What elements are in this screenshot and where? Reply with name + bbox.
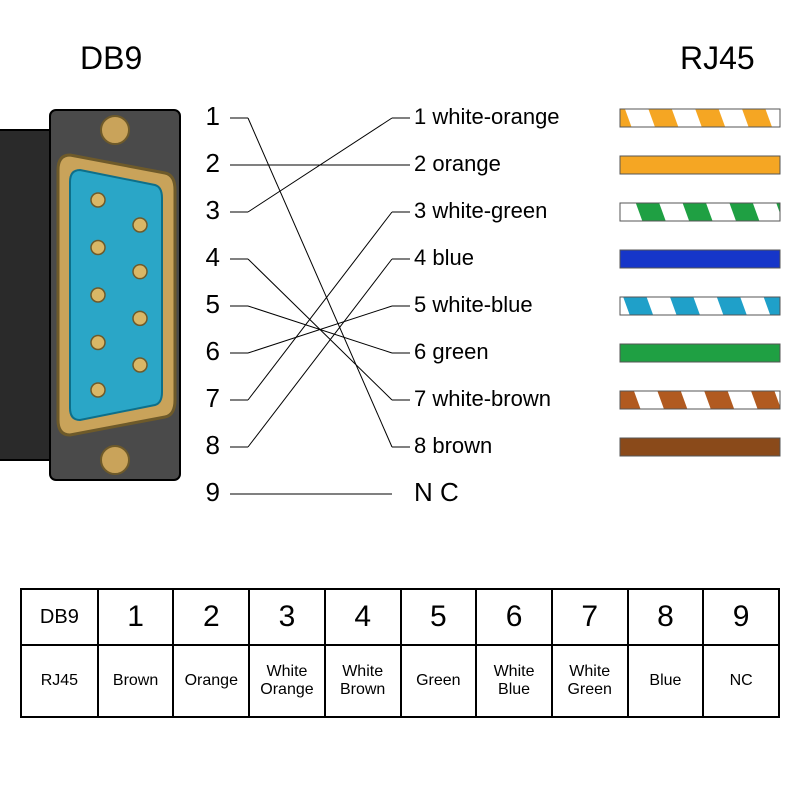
svg-text:1: 1 — [206, 101, 220, 131]
table-cell-rj45: WhiteBlue — [476, 645, 552, 717]
table-cell-db9: 7 — [552, 589, 628, 645]
table-cell-rj45: Orange — [173, 645, 249, 717]
svg-text:5 white-blue: 5 white-blue — [414, 292, 533, 317]
svg-text:8: 8 — [206, 430, 220, 460]
svg-text:6: 6 — [206, 336, 220, 366]
svg-text:2 orange: 2 orange — [414, 151, 501, 176]
table-cell-db9: 2 — [173, 589, 249, 645]
table-cell-db9: 3 — [249, 589, 325, 645]
wiring-diagram: 1 2 3 4 5 6 7 8 9 1 white-orange 2 orange 3 white-g… — [0, 0, 800, 580]
table-cell-db9: 1 — [98, 589, 174, 645]
table-row: DB9 123456789 — [21, 589, 779, 645]
svg-text:3 white-green: 3 white-green — [414, 198, 547, 223]
svg-text:2: 2 — [206, 148, 220, 178]
svg-text:4: 4 — [206, 242, 220, 272]
svg-text:1 white-orange: 1 white-orange — [414, 104, 560, 129]
table-cell-db9: 6 — [476, 589, 552, 645]
svg-text:5: 5 — [206, 289, 220, 319]
table-cell-db9: 4 — [325, 589, 401, 645]
table-cell-rj45: Brown — [98, 645, 174, 717]
svg-text:4 blue: 4 blue — [414, 245, 474, 270]
table-header-rj45: RJ45 — [21, 645, 98, 717]
svg-text:7: 7 — [206, 383, 220, 413]
table-cell-rj45: Blue — [628, 645, 704, 717]
svg-text:N C: N C — [414, 477, 459, 507]
table-cell-rj45: WhiteOrange — [249, 645, 325, 717]
table-cell-rj45: NC — [703, 645, 779, 717]
table-cell-db9: 9 — [703, 589, 779, 645]
svg-text:7 white-brown: 7 white-brown — [414, 386, 551, 411]
table-cell-rj45: WhiteGreen — [552, 645, 628, 717]
pinout-table: DB9 123456789 RJ45 BrownOrangeWhiteOrang… — [20, 588, 780, 718]
table-cell-rj45: WhiteBrown — [325, 645, 401, 717]
table-row: RJ45 BrownOrangeWhiteOrangeWhiteBrownGre… — [21, 645, 779, 717]
svg-text:8 brown: 8 brown — [414, 433, 492, 458]
svg-text:6 green: 6 green — [414, 339, 489, 364]
svg-text:9: 9 — [206, 477, 220, 507]
svg-text:3: 3 — [206, 195, 220, 225]
table-cell-db9: 5 — [401, 589, 477, 645]
table-cell-rj45: Green — [401, 645, 477, 717]
table-cell-db9: 8 — [628, 589, 704, 645]
table-header-db9: DB9 — [21, 589, 98, 645]
